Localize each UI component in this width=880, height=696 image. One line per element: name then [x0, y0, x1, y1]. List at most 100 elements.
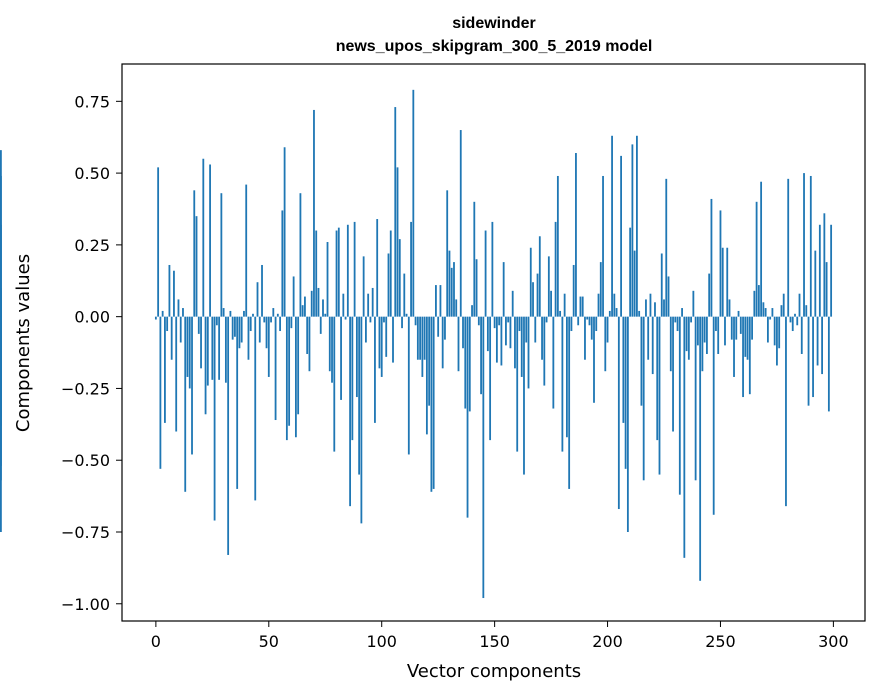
- bar: [480, 316, 482, 395]
- bar: [606, 316, 609, 343]
- bar: [297, 316, 300, 415]
- bar: [344, 316, 347, 320]
- bar: [690, 316, 693, 323]
- bar: [649, 293, 652, 317]
- bar: [482, 316, 485, 599]
- bar: [349, 316, 351, 507]
- bar: [274, 316, 277, 421]
- bar: [563, 293, 566, 317]
- bar: [376, 219, 379, 317]
- x-tick-label: 250: [705, 632, 736, 651]
- y-tick-label: −1.00: [61, 595, 110, 614]
- bar: [568, 316, 571, 489]
- bar: [385, 316, 388, 357]
- bar: [254, 316, 257, 501]
- bar: [464, 316, 467, 409]
- y-tick-label: −0.25: [61, 379, 110, 398]
- bar: [211, 316, 214, 380]
- bar: [319, 316, 322, 334]
- bar: [518, 316, 521, 332]
- bar: [222, 308, 225, 317]
- bar: [579, 296, 582, 317]
- bar: [170, 316, 173, 360]
- bar: [378, 316, 381, 369]
- bar: [694, 316, 697, 481]
- bar: [541, 316, 543, 360]
- bar: [654, 302, 656, 317]
- bar: [577, 316, 580, 326]
- bar: [532, 282, 534, 317]
- bar: [717, 316, 720, 354]
- bar: [432, 316, 435, 489]
- bar: [215, 316, 218, 326]
- bar: [645, 299, 647, 317]
- x-tick-label: 200: [592, 632, 623, 651]
- bar: [588, 316, 591, 326]
- bar: [640, 316, 643, 406]
- bar: [493, 316, 496, 329]
- bar: [776, 316, 778, 366]
- bar: [565, 316, 568, 438]
- bar: [477, 316, 480, 326]
- bar: [161, 310, 164, 317]
- chart-subtitle: news_upos_skipgram_300_5_2019 model: [336, 38, 653, 55]
- bar: [301, 305, 304, 317]
- bar: [0, 175, 2, 317]
- bar: [308, 316, 311, 372]
- bar: [398, 239, 401, 317]
- bar: [715, 316, 717, 332]
- bar: [604, 316, 607, 372]
- bar: [276, 313, 279, 317]
- x-tick-label: 50: [259, 632, 279, 651]
- bar: [313, 109, 315, 317]
- bar: [706, 316, 708, 354]
- bar: [633, 250, 636, 317]
- bar: [514, 316, 516, 369]
- bar: [800, 316, 803, 354]
- bar: [369, 316, 372, 323]
- bar: [186, 316, 189, 377]
- bar: [159, 316, 162, 469]
- bar: [683, 316, 686, 558]
- bar: [220, 193, 223, 317]
- bar: [509, 316, 512, 349]
- bar: [243, 310, 245, 317]
- bars: [0, 89, 833, 599]
- bar: [584, 316, 586, 360]
- bar: [473, 201, 476, 317]
- bar: [371, 287, 374, 317]
- bar: [613, 293, 616, 317]
- bar: [570, 316, 573, 332]
- bar: [383, 316, 385, 323]
- bar: [712, 316, 715, 515]
- bar: [414, 316, 417, 326]
- bar: [696, 316, 699, 346]
- bar: [708, 273, 711, 317]
- bar: [629, 227, 632, 317]
- bar: [421, 316, 424, 377]
- bar: [310, 290, 313, 317]
- bar: [322, 299, 324, 317]
- bar: [206, 316, 209, 386]
- bar: [191, 316, 193, 455]
- bar: [446, 190, 449, 317]
- bar: [430, 316, 433, 492]
- bar: [0, 316, 2, 532]
- bar: [331, 316, 333, 383]
- bar: [486, 316, 489, 352]
- bar: [807, 316, 810, 406]
- bar: [782, 293, 785, 317]
- bar: [739, 316, 742, 334]
- bar: [306, 316, 309, 354]
- bar: [218, 316, 221, 380]
- bar: [392, 316, 394, 363]
- bar: [789, 316, 792, 323]
- bar: [353, 221, 356, 317]
- bar: [462, 316, 464, 349]
- bar: [538, 236, 541, 317]
- bar: [733, 316, 735, 377]
- bar: [602, 175, 604, 317]
- bar: [182, 308, 184, 317]
- bar: [827, 316, 830, 412]
- bar: [663, 299, 665, 317]
